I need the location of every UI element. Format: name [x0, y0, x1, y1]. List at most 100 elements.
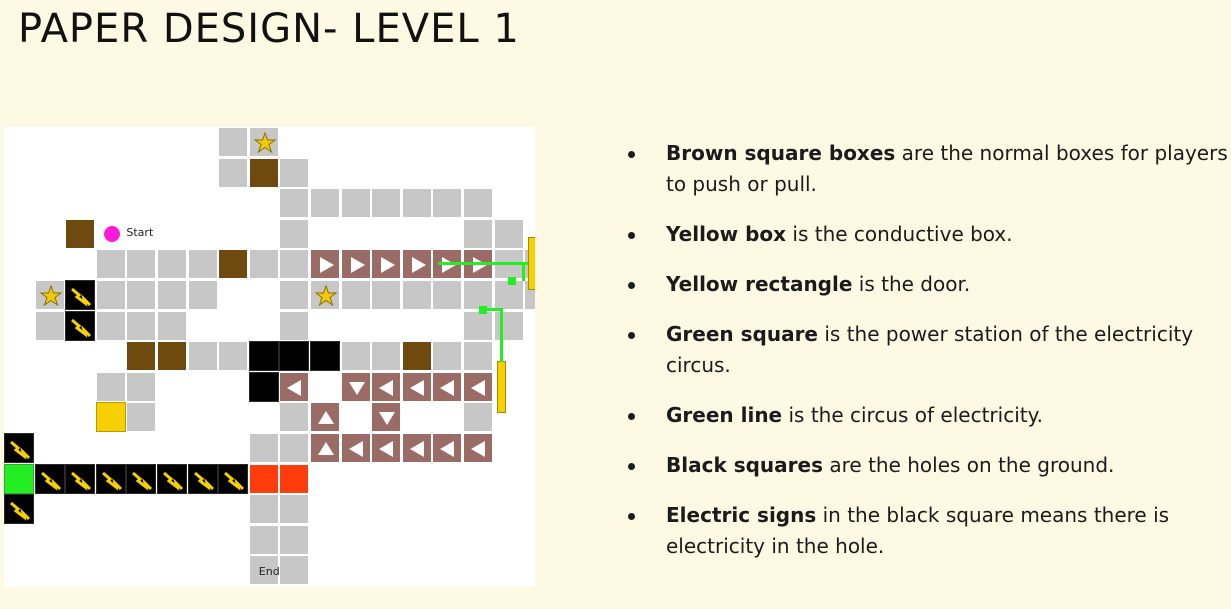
- floor-tile: [187, 280, 218, 310]
- floor-tile: [248, 433, 279, 463]
- legend-description: is the power station of the electricity …: [666, 322, 1194, 377]
- bullet-icon: [628, 332, 635, 339]
- floor-tile: [279, 310, 310, 341]
- conveyor-up-tile: [310, 402, 340, 433]
- electric-hole-tile: [218, 463, 249, 494]
- legend-item: Black squares are the holes on the groun…: [628, 450, 1228, 481]
- power-station: [4, 463, 34, 494]
- yellow-box: [95, 402, 126, 433]
- floor-tile: [248, 249, 279, 280]
- electric-hole-tile: [65, 280, 96, 310]
- electric-hole-tile: [95, 463, 126, 494]
- floor-tile: [432, 341, 463, 372]
- floor-tile: [279, 555, 310, 586]
- end-tile: [279, 463, 310, 494]
- legend-item: Yellow box is the conductive box.: [628, 219, 1228, 250]
- electric-hole-tile: [157, 463, 187, 494]
- floor-tile: [157, 310, 187, 341]
- floor-tile: [432, 280, 463, 310]
- brown-box: [401, 341, 432, 372]
- floor-tile: [95, 310, 126, 341]
- legend-description: is the circus of electricity.: [782, 403, 1043, 427]
- floor-tile: [279, 249, 310, 280]
- floor-tile: [218, 341, 249, 372]
- floor-tile: [463, 341, 493, 372]
- conveyor-right-tile: [340, 249, 371, 280]
- legend-term: Green line: [666, 403, 783, 427]
- start-marker-icon: [103, 225, 120, 242]
- floor-tile: [248, 555, 279, 586]
- floor-tile: [187, 249, 218, 280]
- floor-tile: [279, 494, 310, 525]
- floor-tile: [340, 188, 371, 219]
- floor-tile: [279, 218, 310, 249]
- star-tile: [34, 280, 65, 310]
- floor-tile: [126, 310, 157, 341]
- floor-tile: [279, 280, 310, 310]
- floor-tile: [279, 188, 310, 219]
- floor-tile: [463, 280, 493, 310]
- legend-term: Yellow rectangle: [666, 272, 853, 296]
- floor-tile: [248, 494, 279, 525]
- legend-term: Yellow box: [666, 222, 787, 246]
- floor-tile: [340, 280, 371, 310]
- door-upper: [528, 237, 535, 290]
- end-label: End: [258, 565, 280, 579]
- electric-hole-tile: [4, 433, 34, 463]
- floor-tile: [126, 249, 157, 280]
- electric-hole-tile: [65, 463, 96, 494]
- conveyor-up-tile: [310, 433, 340, 463]
- conveyor-left-tile: [371, 371, 402, 402]
- floor-tile: [401, 188, 432, 219]
- hole-tile: [310, 341, 340, 372]
- floor-tile: [432, 188, 463, 219]
- conveyor-left-tile: [401, 371, 432, 402]
- floor-tile: [493, 280, 524, 310]
- floor-tile: [187, 341, 218, 372]
- conveyor-left-tile: [432, 371, 463, 402]
- floor-tile: [371, 280, 402, 310]
- conveyor-down-tile: [340, 371, 371, 402]
- conveyor-right-tile: [371, 249, 402, 280]
- floor-tile: [371, 341, 402, 372]
- hole-tile: [279, 341, 310, 372]
- floor-tile: [463, 188, 493, 219]
- floor-tile: [95, 371, 126, 402]
- floor-tile: [493, 310, 524, 341]
- legend-term: Green square: [666, 322, 818, 346]
- floor-tile: [157, 280, 187, 310]
- conveyor-down-tile: [371, 402, 402, 433]
- floor-tile: [279, 433, 310, 463]
- bullet-icon: [628, 151, 635, 158]
- floor-tile: [401, 280, 432, 310]
- brown-box: [157, 341, 187, 372]
- star-tile: [248, 127, 279, 157]
- floor-tile: [126, 371, 157, 402]
- electric-hole-tile: [187, 463, 218, 494]
- bullet-icon: [628, 232, 635, 239]
- floor-tile: [126, 402, 157, 433]
- floor-tile: [95, 280, 126, 310]
- floor-tile: [34, 310, 65, 341]
- circuit-line-upper: [438, 262, 528, 265]
- start-label: Start: [126, 225, 154, 239]
- conveyor-right-tile: [310, 249, 340, 280]
- floor-tile: [248, 524, 279, 555]
- floor-tile: [493, 218, 524, 249]
- brown-box: [248, 157, 279, 188]
- circuit-node-upper: [508, 277, 516, 285]
- legend-item: Electric signs in the black square means…: [628, 500, 1228, 562]
- door-lower: [497, 361, 506, 413]
- level-map-diagram: Start End: [4, 127, 535, 587]
- legend-description: in the black square means there is elect…: [666, 503, 1170, 558]
- bullet-icon: [628, 413, 635, 420]
- bullet-icon: [628, 282, 635, 289]
- star-tile: [310, 280, 340, 310]
- electric-hole-tile: [4, 494, 34, 525]
- electric-hole-tile: [126, 463, 157, 494]
- legend-description: is the door.: [852, 272, 971, 296]
- legend-term: Black squares: [666, 453, 824, 477]
- brown-box: [218, 249, 249, 280]
- floor-tile: [371, 188, 402, 219]
- floor-tile: [310, 188, 340, 219]
